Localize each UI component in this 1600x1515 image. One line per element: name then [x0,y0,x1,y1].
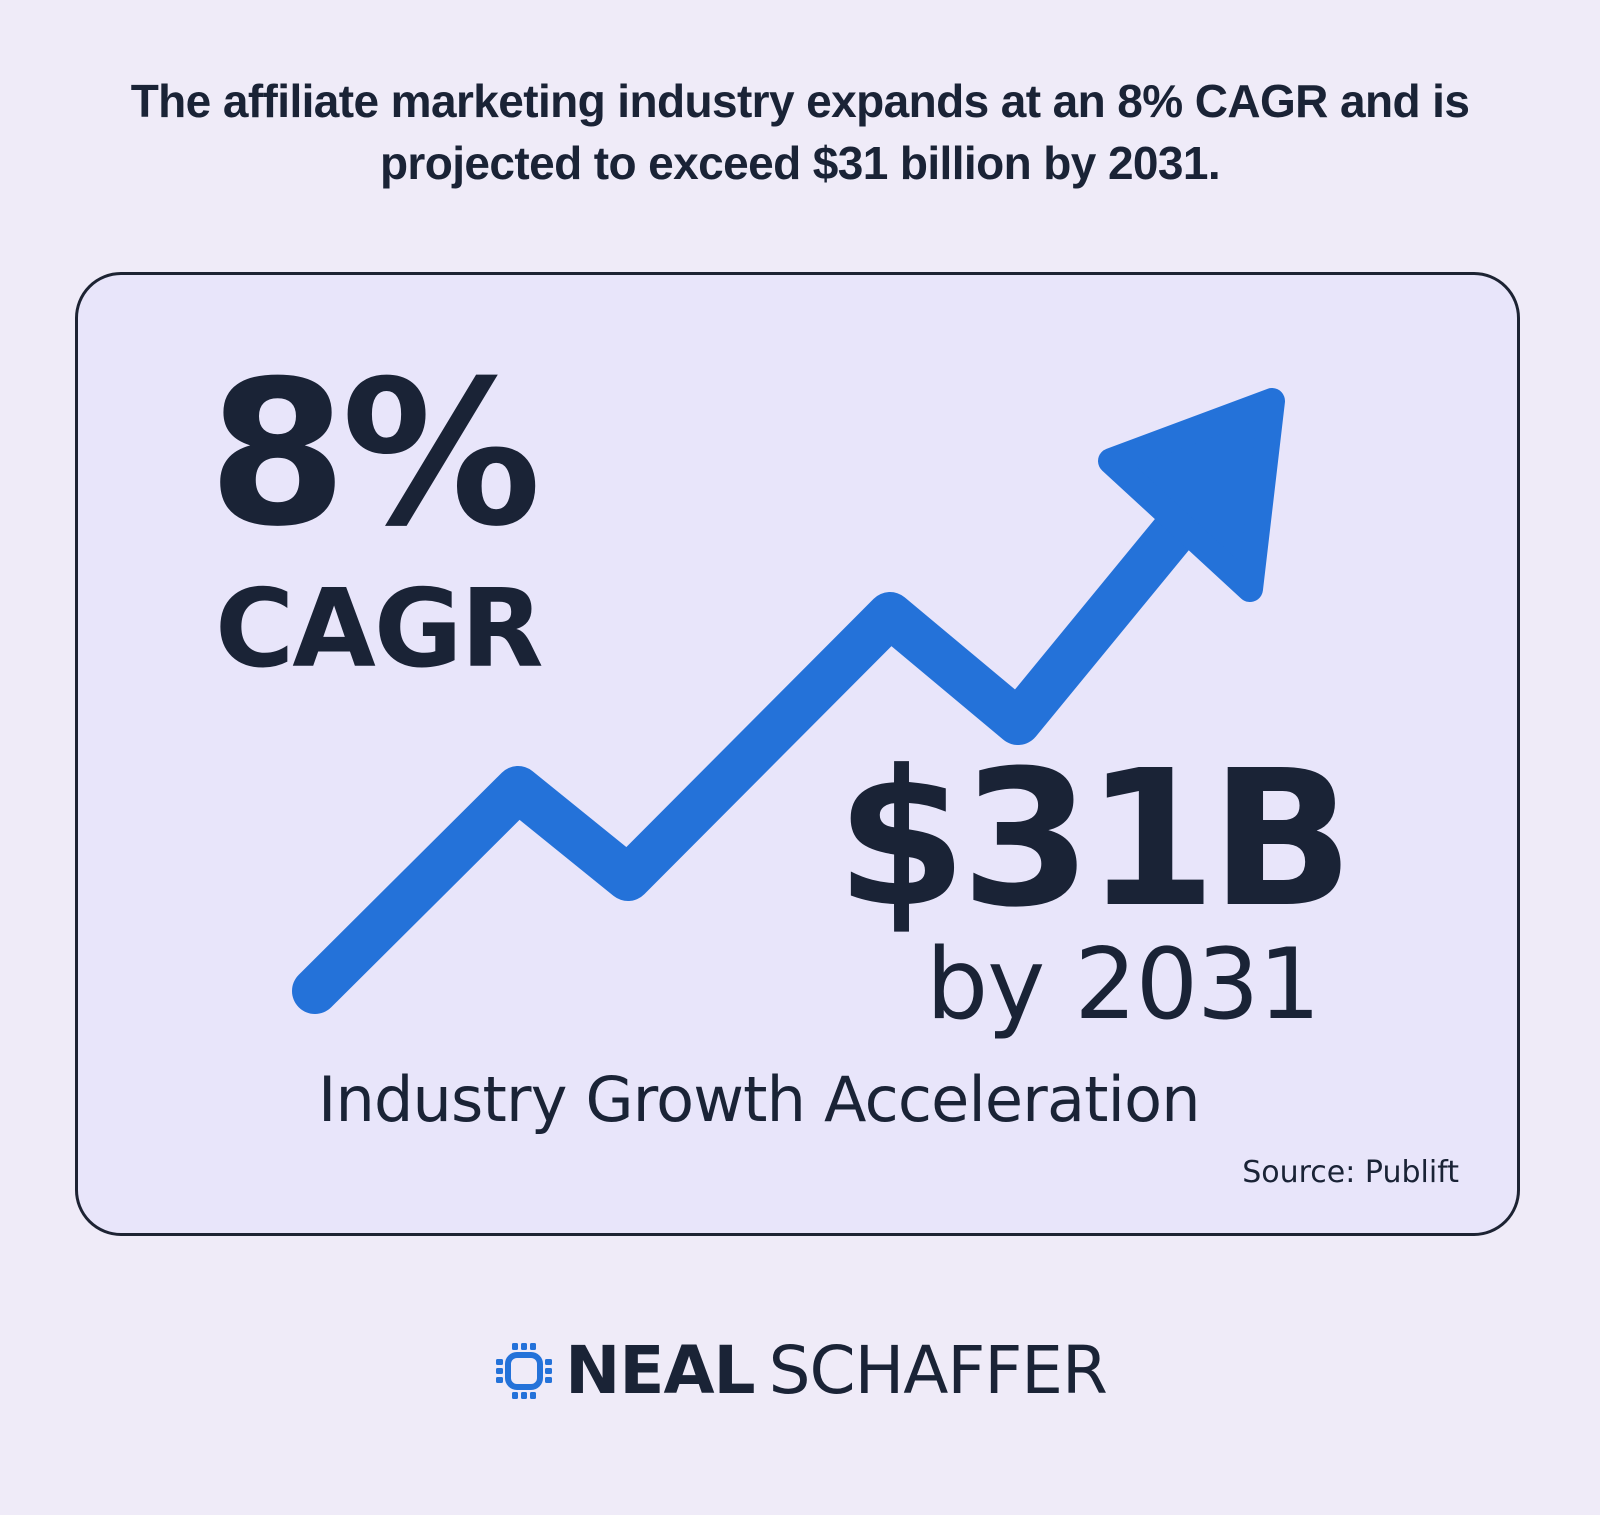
card-subtitle: Industry Growth Acceleration [318,1063,1201,1136]
cagr-value: 8% [208,338,542,571]
brand-last-name: SCHAFFER [768,1332,1108,1409]
headline-line-1: The affiliate marketing industry expands… [130,75,1470,127]
market-year: by 2031 [926,928,1321,1042]
stats-card: 8% CAGR $31B by 2031 Industry Growth Acc… [75,272,1520,1236]
headline: The affiliate marketing industry expands… [0,70,1600,194]
brand-first-name: NEAL [565,1332,755,1409]
market-value: $31B [836,730,1354,949]
brand-logo: NEAL SCHAFFER [0,1336,1600,1406]
chip-logo-icon [496,1343,553,1399]
cagr-label: CAGR [215,567,544,692]
headline-line-2: projected to exceed $31 billion by 2031. [379,137,1221,189]
source-note: Source: Publift [1242,1155,1459,1190]
trending-up-arrow-icon [292,388,1285,1014]
